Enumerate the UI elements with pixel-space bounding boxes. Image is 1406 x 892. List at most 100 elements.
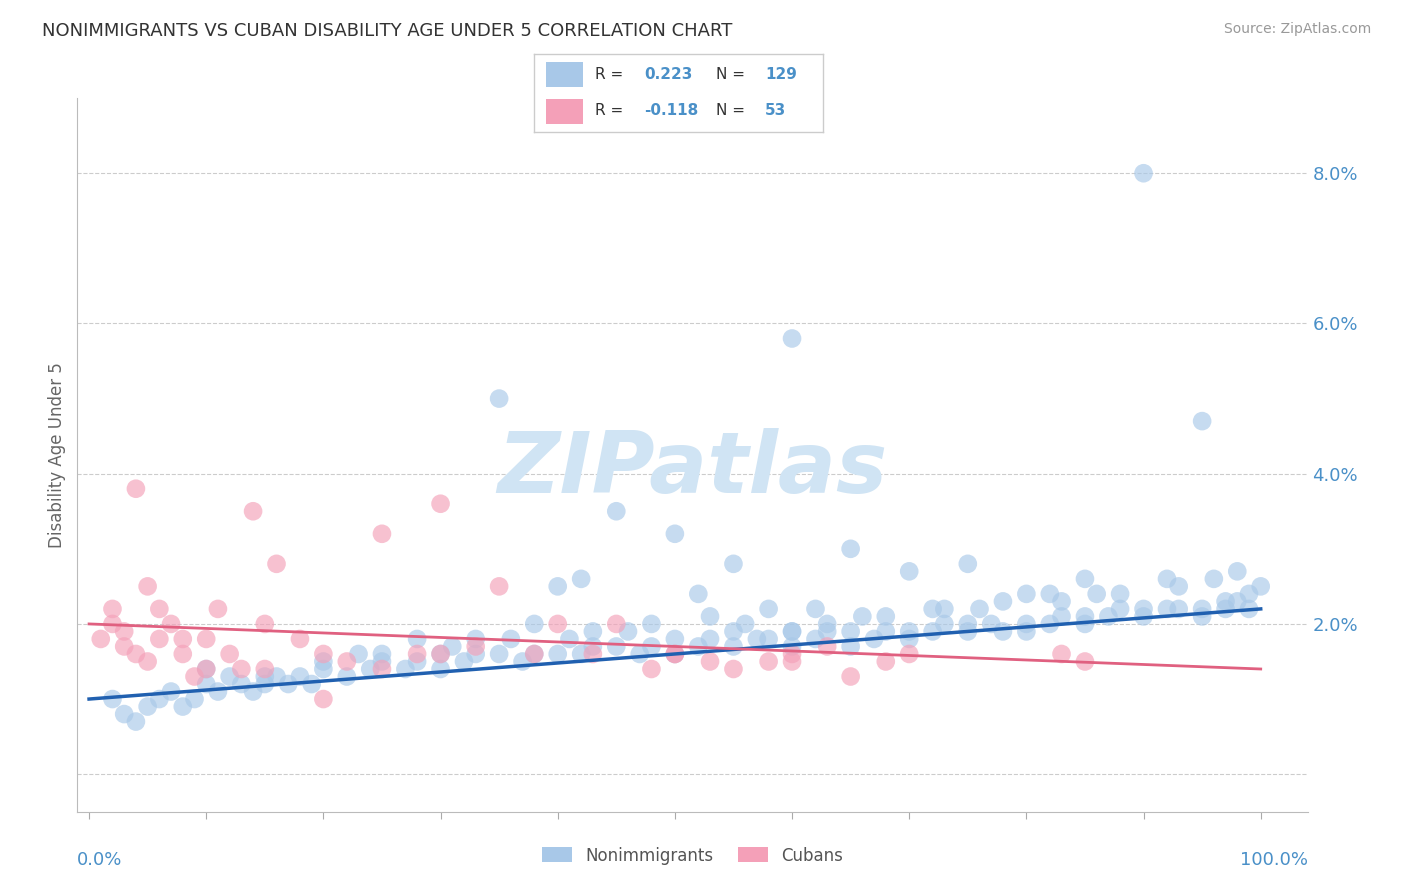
Point [1074, 572, 1097, 586]
Point [242, 504, 264, 518]
Point [723, 624, 745, 639]
Point [1097, 609, 1119, 624]
Point [1085, 587, 1108, 601]
Point [347, 647, 370, 661]
Point [863, 632, 886, 646]
Point [956, 624, 979, 639]
Text: 100.0%: 100.0% [1240, 851, 1308, 869]
Point [253, 662, 276, 676]
Text: 0.223: 0.223 [644, 67, 692, 82]
Point [664, 647, 686, 661]
Point [640, 640, 662, 654]
Point [1215, 602, 1237, 616]
Point [758, 632, 780, 646]
Point [815, 640, 838, 654]
Point [758, 655, 780, 669]
Point [429, 647, 451, 661]
Point [90, 632, 112, 646]
Text: NONIMMIGRANTS VS CUBAN DISABILITY AGE UNDER 5 CORRELATION CHART: NONIMMIGRANTS VS CUBAN DISABILITY AGE UN… [42, 22, 733, 40]
Point [547, 647, 569, 661]
Text: N =: N = [716, 67, 745, 82]
FancyBboxPatch shape [546, 62, 583, 87]
Point [1226, 594, 1249, 608]
Point [523, 616, 546, 631]
Point [148, 602, 170, 616]
Point [780, 624, 803, 639]
Point [253, 669, 276, 683]
Point [699, 609, 721, 624]
Point [312, 655, 335, 669]
Point [582, 640, 605, 654]
Point [839, 541, 862, 556]
Point [160, 684, 183, 698]
Point [898, 565, 921, 579]
Point [453, 655, 475, 669]
Point [723, 662, 745, 676]
Point [1132, 166, 1154, 180]
Point [148, 692, 170, 706]
Point [851, 609, 873, 624]
Point [406, 655, 429, 669]
Point [815, 616, 838, 631]
Point [488, 579, 510, 593]
Point [688, 640, 710, 654]
Point [172, 632, 194, 646]
Point [1074, 616, 1097, 631]
Point [664, 632, 686, 646]
Point [780, 624, 803, 639]
Point [875, 655, 897, 669]
Point [336, 669, 359, 683]
Point [558, 632, 581, 646]
Point [394, 662, 416, 676]
Point [980, 616, 1002, 631]
Point [605, 616, 627, 631]
Point [723, 557, 745, 571]
Text: 53: 53 [765, 103, 786, 119]
Point [569, 647, 592, 661]
Text: N =: N = [716, 103, 745, 119]
Point [991, 624, 1014, 639]
Point [991, 594, 1014, 608]
Point [195, 632, 218, 646]
Point [804, 602, 827, 616]
Point [780, 647, 803, 661]
Y-axis label: Disability Age Under 5: Disability Age Under 5 [48, 362, 66, 548]
Text: 129: 129 [765, 67, 797, 82]
Point [371, 655, 394, 669]
Point [1074, 655, 1097, 669]
Point [1215, 594, 1237, 608]
Point [617, 624, 640, 639]
Point [1039, 587, 1062, 601]
Point [723, 640, 745, 654]
Point [172, 699, 194, 714]
Point [488, 647, 510, 661]
Point [1050, 594, 1073, 608]
Point [569, 572, 592, 586]
Point [547, 579, 569, 593]
Point [780, 640, 803, 654]
Point [312, 692, 335, 706]
Point [815, 624, 838, 639]
FancyBboxPatch shape [546, 99, 583, 124]
Point [218, 669, 240, 683]
Point [1015, 587, 1038, 601]
Point [664, 526, 686, 541]
Point [628, 647, 651, 661]
Legend: Nonimmigrants, Cubans: Nonimmigrants, Cubans [534, 840, 851, 871]
Point [745, 632, 768, 646]
Point [921, 624, 943, 639]
Point [101, 616, 124, 631]
Point [605, 504, 627, 518]
Point [1015, 616, 1038, 631]
Point [312, 647, 335, 661]
Point [921, 602, 943, 616]
Text: ZIPatlas: ZIPatlas [498, 427, 887, 511]
Point [288, 632, 311, 646]
Point [1250, 579, 1272, 593]
Point [464, 647, 486, 661]
Point [207, 684, 229, 698]
Point [1156, 572, 1178, 586]
Point [956, 616, 979, 631]
Point [406, 647, 429, 661]
Point [1237, 587, 1260, 601]
